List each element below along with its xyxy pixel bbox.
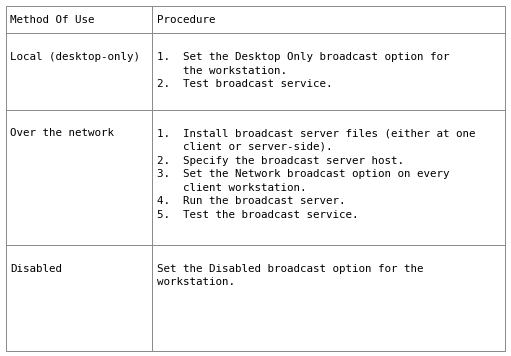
Text: client or server-side).: client or server-side). bbox=[157, 142, 333, 152]
Text: 3.  Set the Network broadcast option on every: 3. Set the Network broadcast option on e… bbox=[157, 169, 450, 179]
Text: Local (desktop-only): Local (desktop-only) bbox=[10, 52, 140, 62]
Text: 4.  Run the broadcast server.: 4. Run the broadcast server. bbox=[157, 196, 346, 206]
Text: 5.  Test the broadcast service.: 5. Test the broadcast service. bbox=[157, 210, 359, 220]
Text: Procedure: Procedure bbox=[157, 15, 216, 25]
Text: 1.  Set the Desktop Only broadcast option for: 1. Set the Desktop Only broadcast option… bbox=[157, 52, 450, 62]
Text: 2.  Test broadcast service.: 2. Test broadcast service. bbox=[157, 79, 333, 89]
Text: Method Of Use: Method Of Use bbox=[10, 15, 95, 25]
Text: 1.  Install broadcast server files (either at one: 1. Install broadcast server files (eithe… bbox=[157, 129, 476, 138]
Text: Over the network: Over the network bbox=[10, 129, 114, 138]
Text: 2.  Specify the broadcast server host.: 2. Specify the broadcast server host. bbox=[157, 156, 404, 166]
Text: the workstation.: the workstation. bbox=[157, 66, 287, 75]
Text: Disabled: Disabled bbox=[10, 264, 62, 274]
Text: Set the Disabled broadcast option for the: Set the Disabled broadcast option for th… bbox=[157, 264, 424, 274]
Text: client workstation.: client workstation. bbox=[157, 183, 307, 193]
Text: workstation.: workstation. bbox=[157, 277, 236, 287]
